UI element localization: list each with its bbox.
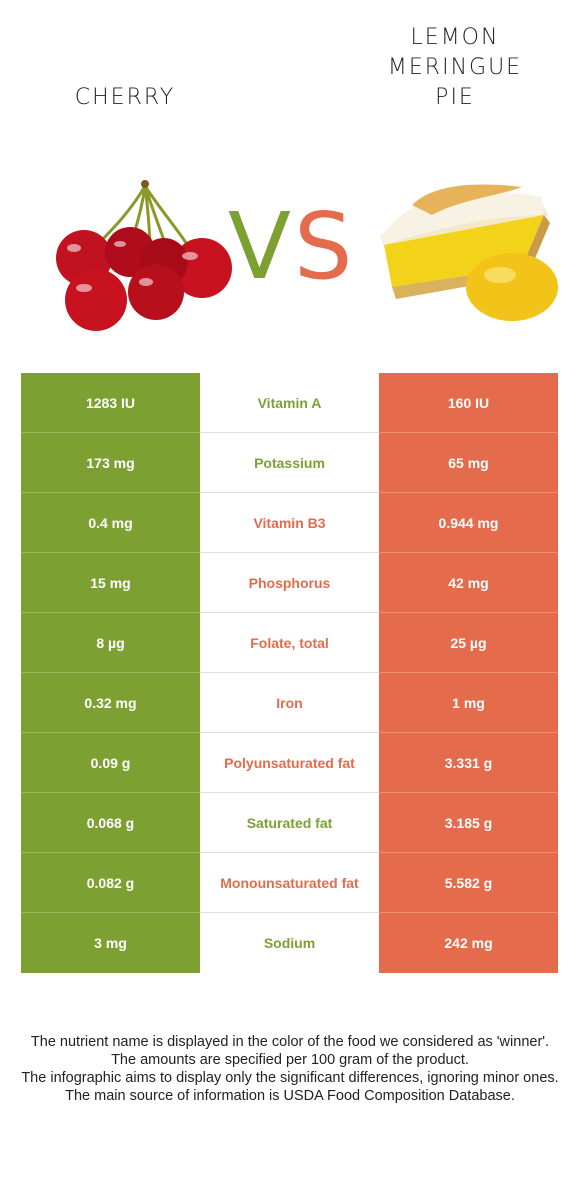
vs-s-letter: S	[294, 198, 352, 288]
footer-note: The amounts are specified per 100 gram o…	[111, 1052, 469, 1068]
left-food-value: 3 mg	[21, 913, 200, 973]
table-row: 1283 IU Vitamin A 160 IU	[21, 373, 558, 433]
table-row: 0.4 mg Vitamin B3 0.944 mg	[21, 493, 558, 553]
nutrient-name: Potassium	[200, 433, 379, 493]
lemon-meringue-pie-image	[380, 184, 558, 321]
left-food-value: 0.09 g	[21, 733, 200, 793]
nutrient-comparison-table: 1283 IU Vitamin A 160 IU 173 mg Potassium 65 …	[21, 373, 558, 973]
left-food-title: CHERRY	[74, 85, 176, 110]
left-food-value: 8 µg	[21, 613, 200, 673]
nutrient-name: Phosphorus	[200, 553, 379, 613]
right-food-value: 25 µg	[379, 613, 558, 673]
right-food-value: 0.944 mg	[379, 493, 558, 553]
table-row: 15 mg Phosphorus 42 mg	[21, 553, 558, 613]
footer-note: The infographic aims to display only the…	[21, 1070, 559, 1086]
right-food-value: 3.185 g	[379, 793, 558, 853]
right-food-value: 242 mg	[379, 913, 558, 973]
nutrient-name: Vitamin B3	[200, 493, 379, 553]
table-row: 8 µg Folate, total 25 µg	[21, 613, 558, 673]
cherry-image	[56, 180, 232, 331]
right-food-value: 5.582 g	[379, 853, 558, 913]
table-row: 0.068 g Saturated fat 3.185 g	[21, 793, 558, 853]
versus-label: V S	[228, 198, 352, 288]
table-row: 0.082 g Monounsaturated fat 5.582 g	[21, 853, 558, 913]
right-food-value: 65 mg	[379, 433, 558, 493]
left-food-value: 1283 IU	[21, 373, 200, 433]
nutrient-name: Polyunsaturated fat	[200, 733, 379, 793]
vs-v-letter: V	[228, 198, 291, 288]
left-food-value: 0.082 g	[21, 853, 200, 913]
nutrient-name: Folate, total	[200, 613, 379, 673]
left-food-value: 0.32 mg	[21, 673, 200, 733]
footer-note: The nutrient name is displayed in the co…	[30, 1034, 550, 1050]
nutrient-name: Sodium	[200, 913, 379, 973]
nutrient-name: Monounsaturated fat	[200, 853, 379, 913]
left-food-value: 15 mg	[21, 553, 200, 613]
left-food-value: 0.4 mg	[21, 493, 200, 553]
right-food-value: 160 IU	[379, 373, 558, 433]
footer-note: The main source of information is USDA F…	[65, 1088, 515, 1104]
right-food-value: 1 mg	[379, 673, 558, 733]
table-row: 3 mg Sodium 242 mg	[21, 913, 558, 973]
footer-notes: The nutrient name is displayed in the co…	[20, 1033, 560, 1105]
left-food-value: 0.068 g	[21, 793, 200, 853]
left-food-value: 173 mg	[21, 433, 200, 493]
right-food-title: LEMON MERINGUE PIE	[387, 25, 523, 110]
right-food-value: 3.331 g	[379, 733, 558, 793]
table-row: 0.32 mg Iron 1 mg	[21, 673, 558, 733]
nutrient-name: Vitamin A	[200, 373, 379, 433]
nutrient-name: Saturated fat	[200, 793, 379, 853]
table-row: 173 mg Potassium 65 mg	[21, 433, 558, 493]
right-food-value: 42 mg	[379, 553, 558, 613]
table-row: 0.09 g Polyunsaturated fat 3.331 g	[21, 733, 558, 793]
nutrient-name: Iron	[200, 673, 379, 733]
